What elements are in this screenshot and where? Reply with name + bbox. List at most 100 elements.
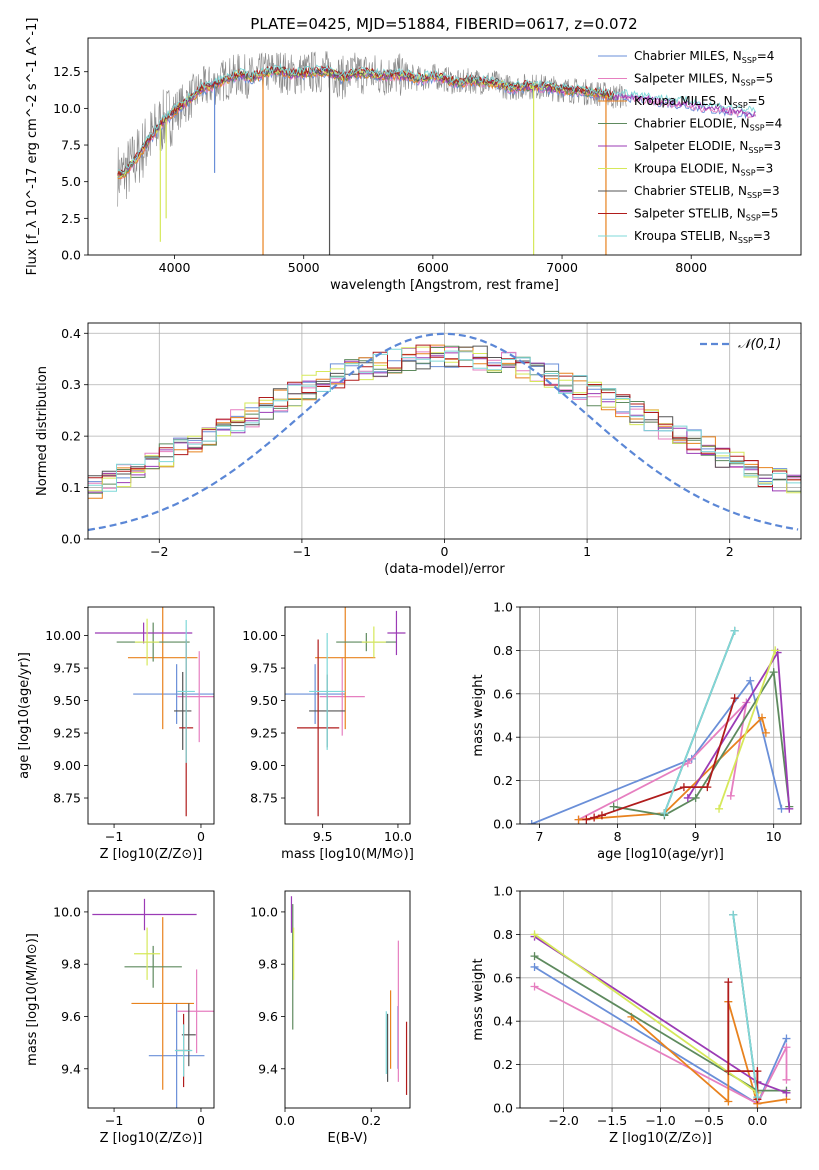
y-tick-label: 9.8 — [61, 957, 81, 972]
y-tick-label: 9.00 — [250, 758, 278, 773]
plus-marker — [777, 804, 786, 813]
plot-area — [117, 51, 757, 255]
x-tick-label: −1.0 — [645, 1113, 675, 1128]
legend-subscript: SSP — [733, 101, 748, 110]
x-axis-label: (data-model)/error — [384, 562, 505, 577]
plus-marker — [530, 982, 539, 991]
legend-value: =3 — [762, 184, 780, 198]
histogram-3 — [88, 345, 801, 494]
axes-frame — [519, 890, 802, 1109]
legend-value: =4 — [765, 117, 783, 131]
y-tick-label: 9.00 — [53, 758, 81, 773]
plus-marker — [715, 804, 724, 813]
plus-marker — [683, 759, 692, 768]
y-tick-label: 9.75 — [53, 661, 81, 676]
y-tick-label: 9.4 — [61, 1061, 81, 1076]
legend-value: =3 — [763, 139, 781, 153]
y-tick-label: 0.2 — [493, 773, 513, 788]
x-tick-label: 0.2 — [361, 1113, 381, 1128]
x-tick-label: 0.0 — [747, 1113, 767, 1128]
x-tick-label: −2.0 — [548, 1113, 578, 1128]
axes-frame — [284, 890, 411, 1109]
panel-mass_vs_Z: −1 0 9.4 9.6 9.8 10.0 Z [log10(Z/Z⊙)] mass [log… — [25, 890, 215, 1146]
legend-subscript: SSP — [748, 146, 763, 155]
x-tick-label: 0 — [197, 829, 205, 844]
observed-spectrum — [117, 51, 627, 207]
plus-marker — [730, 694, 739, 703]
histogram-2 — [88, 344, 801, 499]
plus-marker — [761, 728, 770, 737]
plus-marker — [757, 713, 766, 722]
weight-line-8 — [663, 630, 736, 814]
y-axis-label: Flux [f_λ 10^-17 erg cm^-2 s^-1 A^-1] — [25, 18, 40, 276]
plot-area — [520, 607, 801, 824]
weight-line-1 — [578, 699, 748, 821]
plus-marker — [582, 815, 591, 824]
panel-age_vs_mass: 9.5 10.0 8.75 9.00 9.25 9.50 9.75 10.00 mass [lo… — [242, 606, 414, 862]
y-axis-label: mass weight — [471, 674, 486, 756]
histogram-6 — [88, 345, 801, 482]
x-axis-label: age [log10(age/yr)] — [597, 847, 724, 862]
x-tick-label: 2 — [726, 544, 734, 559]
plus-marker — [769, 668, 778, 677]
legend-entry: Kroupa ELODIE, NSSP=3 — [634, 162, 773, 178]
weight-line-8 — [732, 914, 759, 1098]
x-tick-label: 10.0 — [384, 829, 412, 844]
axes-frame — [87, 890, 215, 1109]
plus-marker — [726, 791, 735, 800]
plot-area — [520, 891, 801, 1108]
legend-subscript: SSP — [746, 214, 761, 223]
y-tick-label: 0.6 — [493, 686, 513, 701]
plus-marker — [574, 815, 583, 824]
legend-value: =5 — [748, 94, 766, 108]
legend-entry: Kroupa STELIB, NSSP=3 — [634, 229, 771, 245]
x-tick-label: 7000 — [546, 260, 578, 275]
axes-frame — [284, 606, 411, 825]
x-axis-label: Z [log10(Z/Z⊙)] — [100, 847, 203, 862]
plus-marker — [746, 676, 755, 685]
y-tick-label: 0.2 — [493, 1057, 513, 1072]
plus-marker — [753, 1093, 762, 1102]
x-tick-label: −1 — [105, 829, 123, 844]
y-tick-label: 9.6 — [61, 1009, 81, 1024]
axes-frame — [87, 322, 802, 540]
plus-marker — [679, 783, 688, 792]
x-tick-label: −1 — [293, 544, 311, 559]
weight-line-5 — [533, 933, 758, 1094]
y-tick-label: 0.2 — [61, 429, 81, 444]
y-axis-label: mass [log10(M/M⊙)] — [25, 933, 40, 1066]
plot-area — [88, 323, 801, 539]
legend-entry: Chabrier MILES, NSSP=4 — [634, 49, 774, 65]
legend-subscript: SSP — [741, 169, 756, 178]
plus-marker — [782, 1088, 791, 1097]
x-tick-label: −0.5 — [694, 1113, 724, 1128]
chart-layers: 4000 5000 6000 7000 80000.02.55.07.510.012.5… — [17, 18, 802, 1146]
y-axis-label: age [log10(age/yr)] — [17, 652, 32, 779]
plus-marker — [683, 793, 692, 802]
histogram-1 — [88, 346, 801, 493]
y-tick-label: 9.50 — [250, 693, 278, 708]
y-tick-label: 0.6 — [493, 970, 513, 985]
legend-value: =4 — [757, 49, 775, 63]
weight-line-0 — [531, 678, 783, 824]
plus-marker — [703, 783, 712, 792]
plus-marker — [782, 1075, 791, 1084]
y-tick-label: 9.25 — [53, 726, 81, 741]
y-tick-label: 0.4 — [493, 1014, 513, 1029]
legend-value: =3 — [756, 162, 774, 176]
panel-residuals: −2 −1 0 1 2 0.0 0.1 0.2 0.3 0.4 (data-model)/error… — [35, 322, 802, 577]
y-tick-label: 0.8 — [493, 643, 513, 658]
spectrum-legend: Chabrier MILES, NSSP=4 Salpeter MILES, NS… — [598, 49, 782, 245]
x-tick-label: 8000 — [675, 260, 707, 275]
axes-frame — [87, 37, 802, 256]
y-tick-label: 5.0 — [61, 174, 81, 189]
x-tick-label: 5000 — [288, 260, 320, 275]
y-axis-label: mass weight — [471, 958, 486, 1040]
plus-marker — [527, 820, 536, 824]
legend-subscript: SSP — [741, 79, 756, 88]
x-tick-label: 8 — [614, 829, 622, 844]
plus-marker — [771, 646, 780, 655]
legend-value: =5 — [761, 207, 779, 221]
y-tick-label: 9.6 — [258, 1009, 278, 1024]
